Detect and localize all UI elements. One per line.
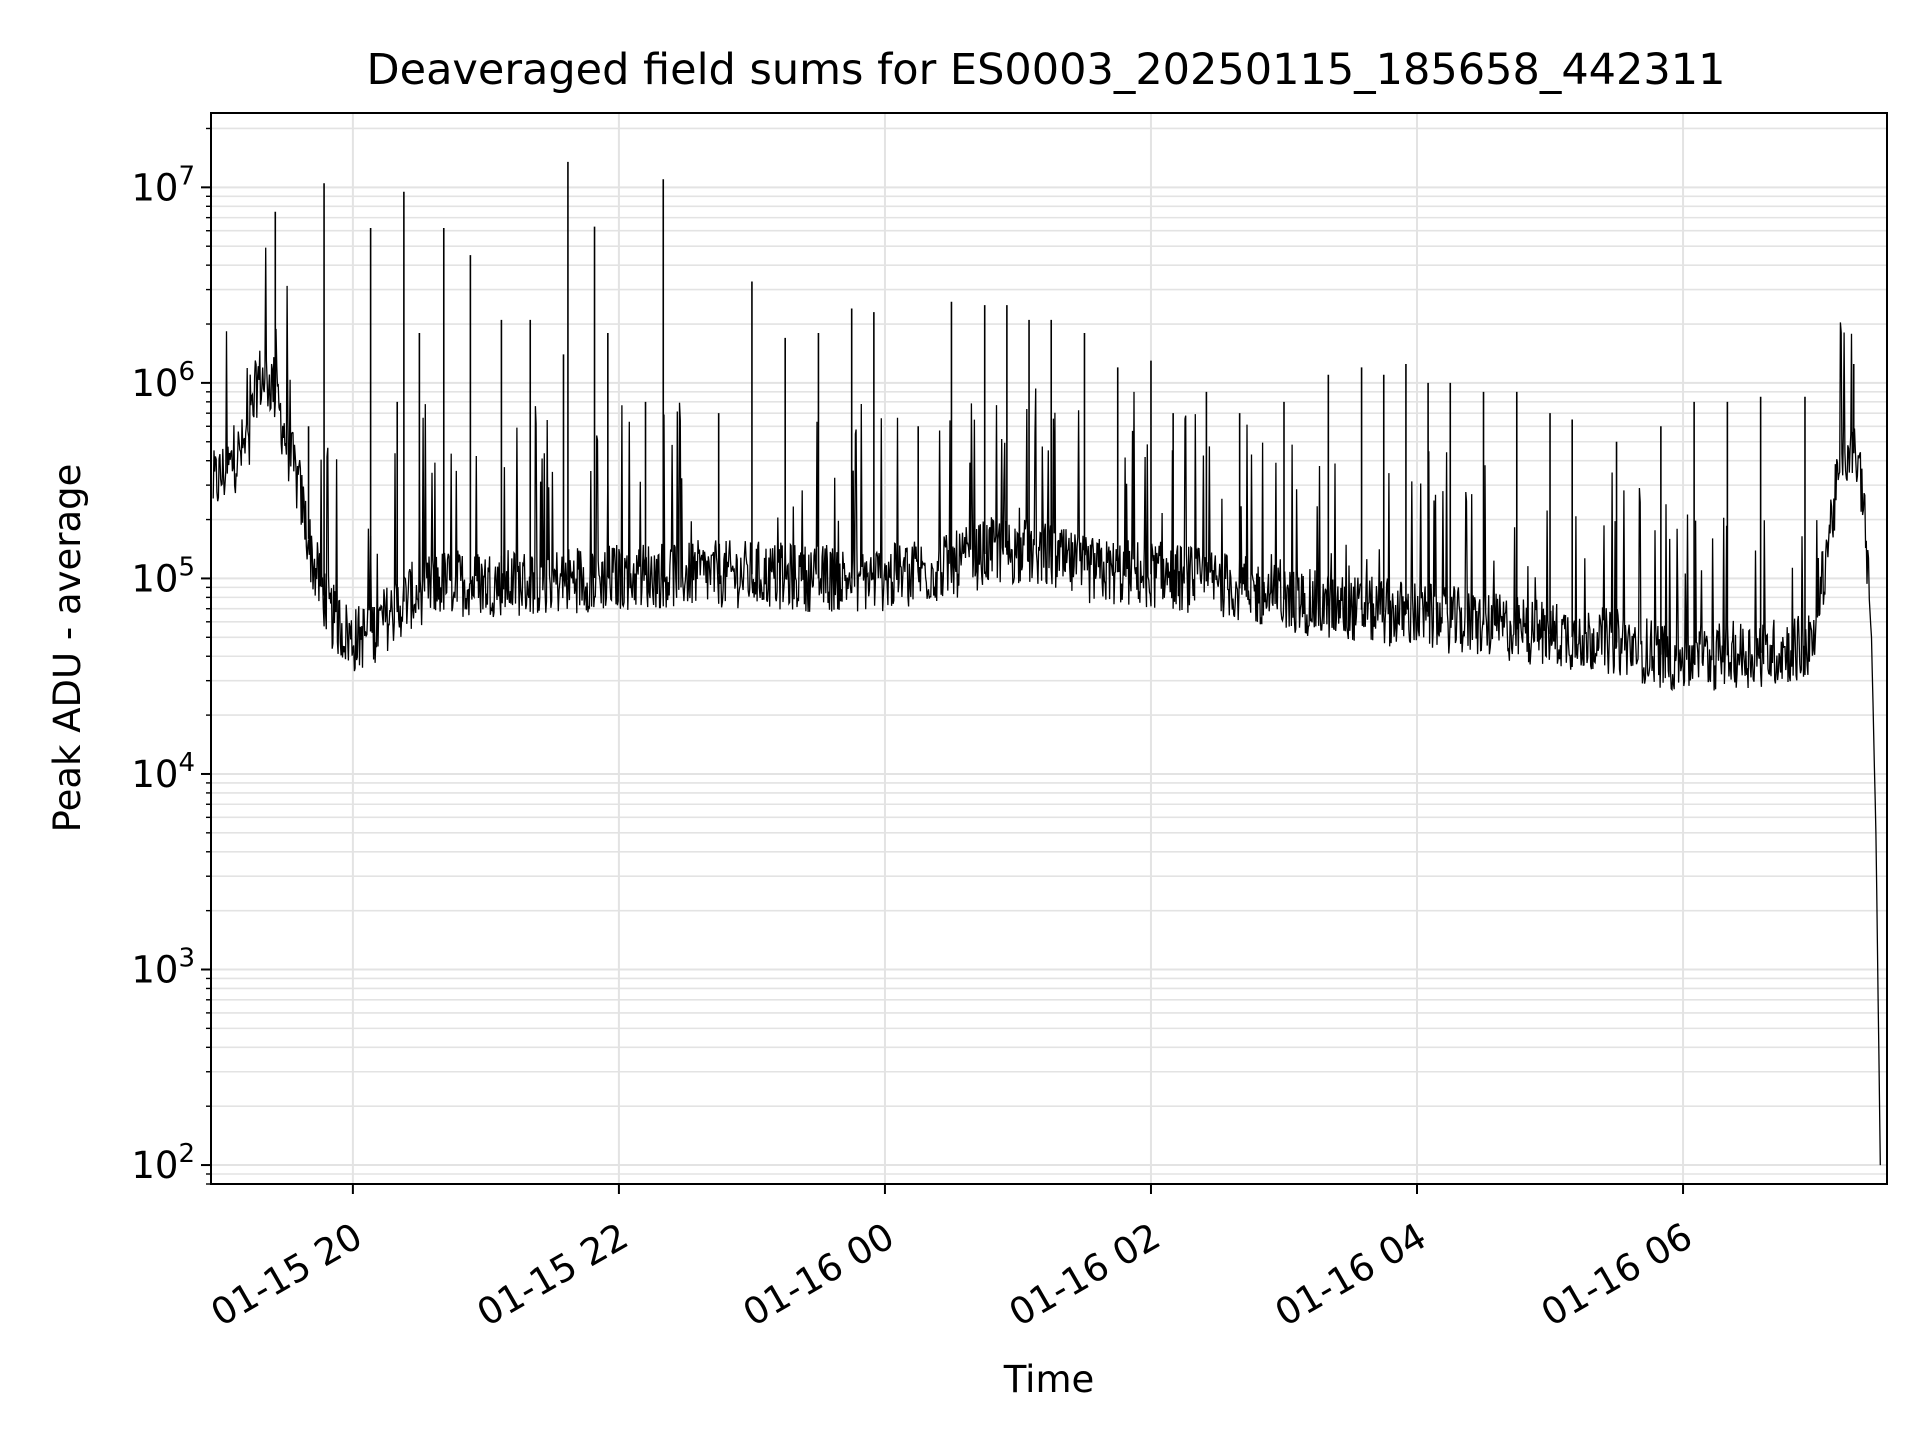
y-tick-label: 102 xyxy=(131,1139,195,1187)
series-line xyxy=(212,247,1881,1166)
y-tick-label: 103 xyxy=(131,944,195,992)
chart-title: Deaveraged field sums for ES0003_2025011… xyxy=(367,45,1726,95)
y-axis-label: Peak ADU - average xyxy=(46,464,89,833)
y-tick-label: 106 xyxy=(131,357,195,405)
series-area xyxy=(212,161,1881,1166)
y-tick-label: 105 xyxy=(131,552,195,600)
plot-frame xyxy=(210,112,1888,1185)
grid xyxy=(211,113,1887,1185)
y-tick-label: 107 xyxy=(131,161,195,209)
x-axis-label: Time xyxy=(1003,1358,1095,1401)
y-tick-label: 104 xyxy=(131,748,195,796)
